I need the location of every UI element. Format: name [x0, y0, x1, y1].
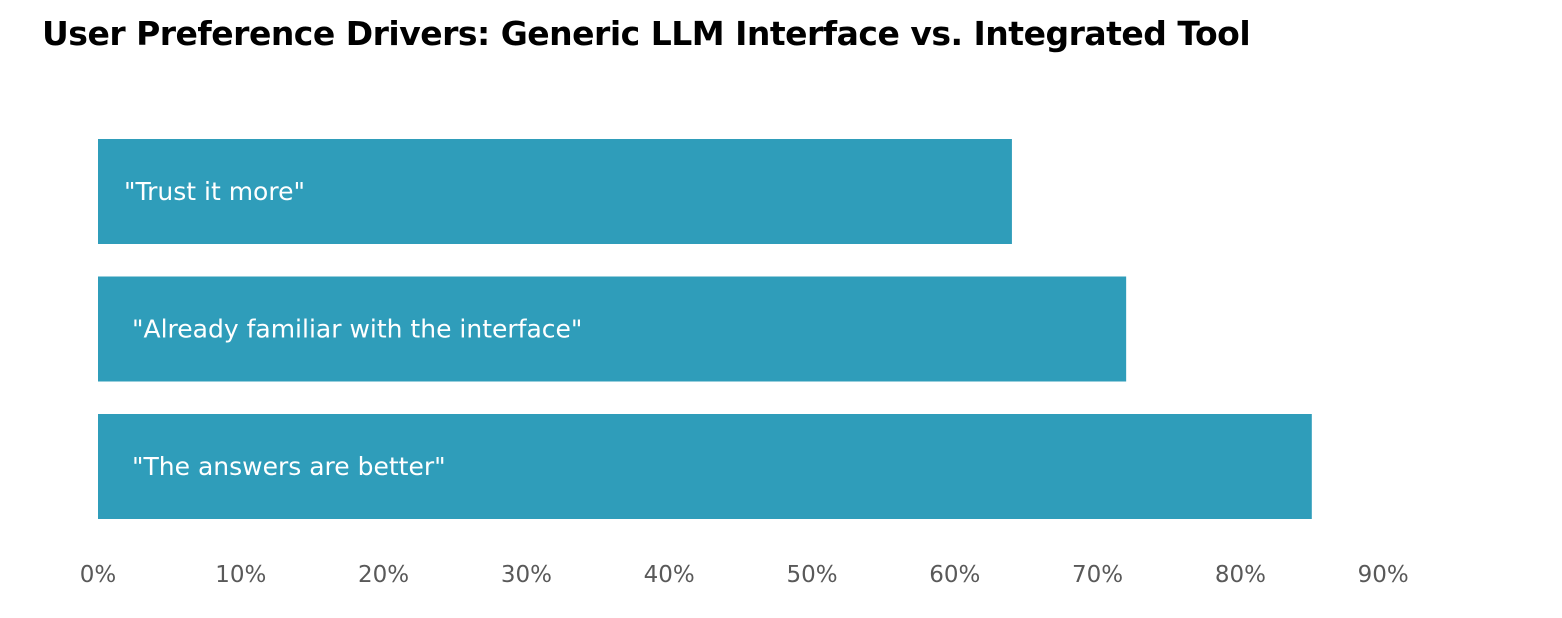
x-tick-label: 50% [786, 562, 837, 588]
x-tick-label: 70% [1072, 562, 1123, 588]
bar-label-2: "Already familiar with the interface" [132, 315, 582, 344]
bar-3 [98, 414, 1312, 519]
bar-2 [98, 276, 1127, 382]
x-tick-label: 20% [358, 562, 409, 588]
x-tick-label: 30% [501, 562, 552, 588]
bar-labels-layer: "Trust it more" "Already familiar with th… [124, 177, 582, 481]
x-tick-label: 10% [215, 562, 266, 588]
chart-title: User Preference Drivers: Generic LLM Int… [42, 14, 1251, 53]
x-tick-label: 90% [1358, 562, 1409, 588]
x-tick-label: 80% [1215, 562, 1266, 588]
bar-label-3: "The answers are better" [132, 452, 446, 481]
x-tick-label: 40% [644, 562, 695, 588]
x-tick-label: 60% [929, 562, 980, 588]
x-tick-label: 0% [80, 562, 117, 588]
bar-label-1: "Trust it more" [124, 177, 305, 206]
bar-1 [98, 139, 1012, 244]
bars-layer [98, 139, 1312, 519]
x-axis-ticks: 0% 10% 20% 30% 40% 50% 60% 70% 80% 90% [80, 562, 1409, 588]
